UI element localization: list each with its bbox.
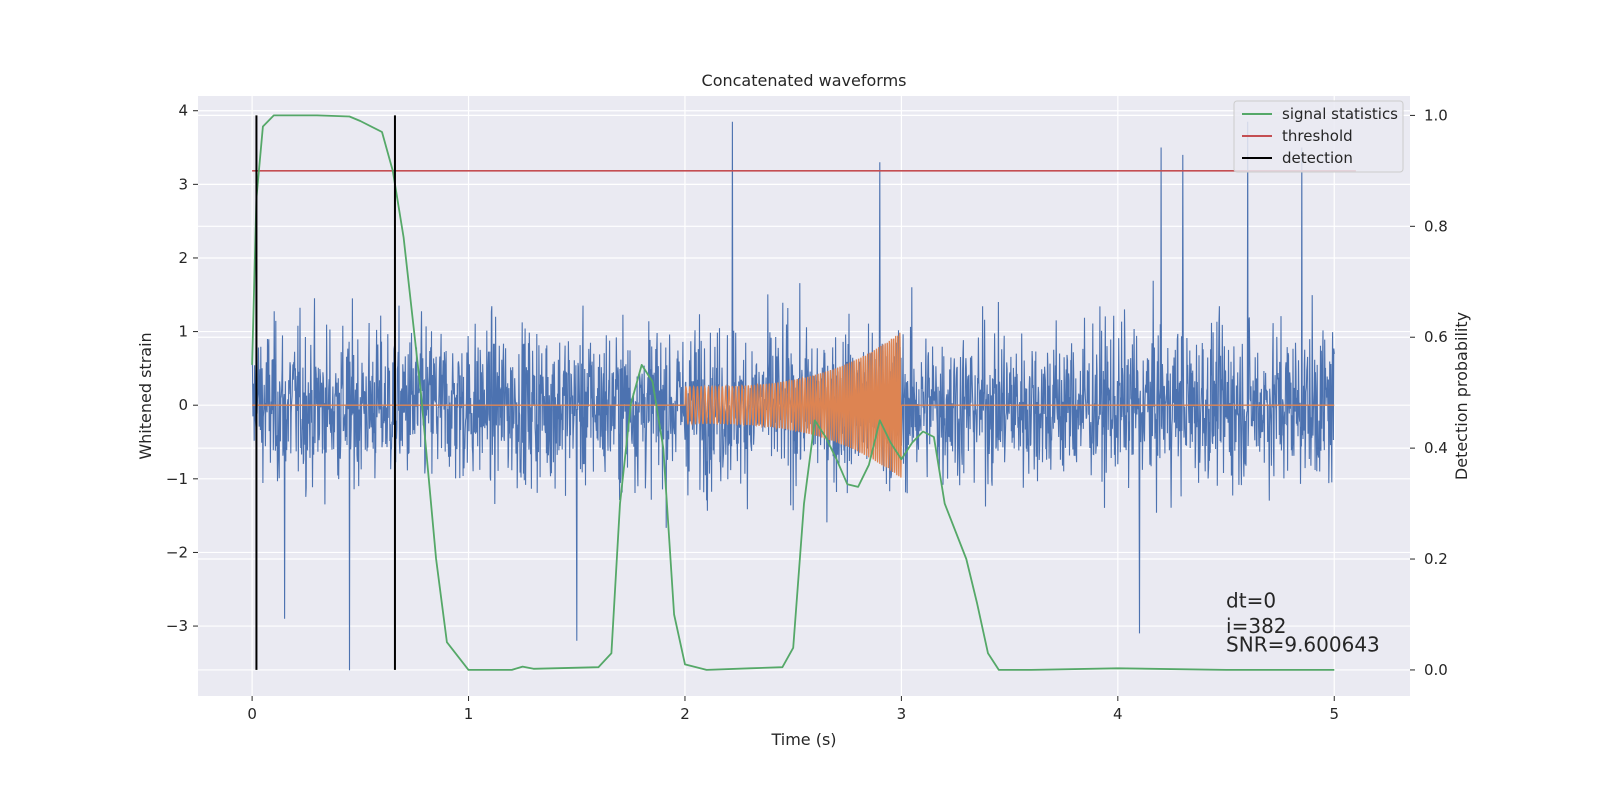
y-tick-label: 3 [178,175,188,193]
y2-tick-label: 0.8 [1424,217,1448,235]
annotation-text: SNR=9.600643 [1226,632,1380,656]
legend-label: detection [1282,149,1353,167]
y2-tick-label: 0.4 [1424,439,1448,457]
y-tick-label: −2 [166,543,188,561]
x-tick-label: 0 [247,705,257,723]
x-tick-label: 1 [464,705,474,723]
annotation-text: dt=0 [1226,588,1276,612]
y-axis-label: Whitened strain [136,332,155,459]
y2-tick-label: 0.2 [1424,550,1448,568]
x-tick-label: 4 [1113,705,1123,723]
y-tick-label: 0 [178,396,188,414]
legend-label: signal statistics [1282,105,1398,123]
y-tick-label: 4 [178,102,188,120]
y2-axis-label: Detection probability [1452,312,1471,480]
y-tick-label: 2 [178,249,188,267]
x-tick-label: 3 [897,705,907,723]
y2-tick-label: 0.6 [1424,328,1448,346]
injection-series [252,332,1335,478]
legend-box [1233,100,1404,173]
y-tick-label: −1 [166,470,188,488]
axes: 0 1 2 3 4 5 −3 −2 −1 0 1 2 3 4 0.0 0.2 0.4 0.6 0.8 1.0 [166,102,1448,723]
noise-series [251,121,1335,671]
data-layer [251,114,1356,671]
y2-tick-label: 1.0 [1424,106,1448,124]
legend: signal statistics threshold detection [1233,100,1404,173]
y-tick-label: 1 [178,323,188,341]
x-axis-label: Time (s) [770,730,836,749]
y-tick-label: −3 [166,617,188,635]
chart-title: Concatenated waveforms [702,71,907,90]
x-tick-label: 5 [1329,705,1339,723]
x-tick-label: 2 [680,705,690,723]
y2-tick-label: 0.0 [1424,661,1448,679]
legend-label: threshold [1282,127,1353,145]
annotation-text: i=382 [1226,614,1287,638]
signal-statistics-series [251,114,1335,671]
